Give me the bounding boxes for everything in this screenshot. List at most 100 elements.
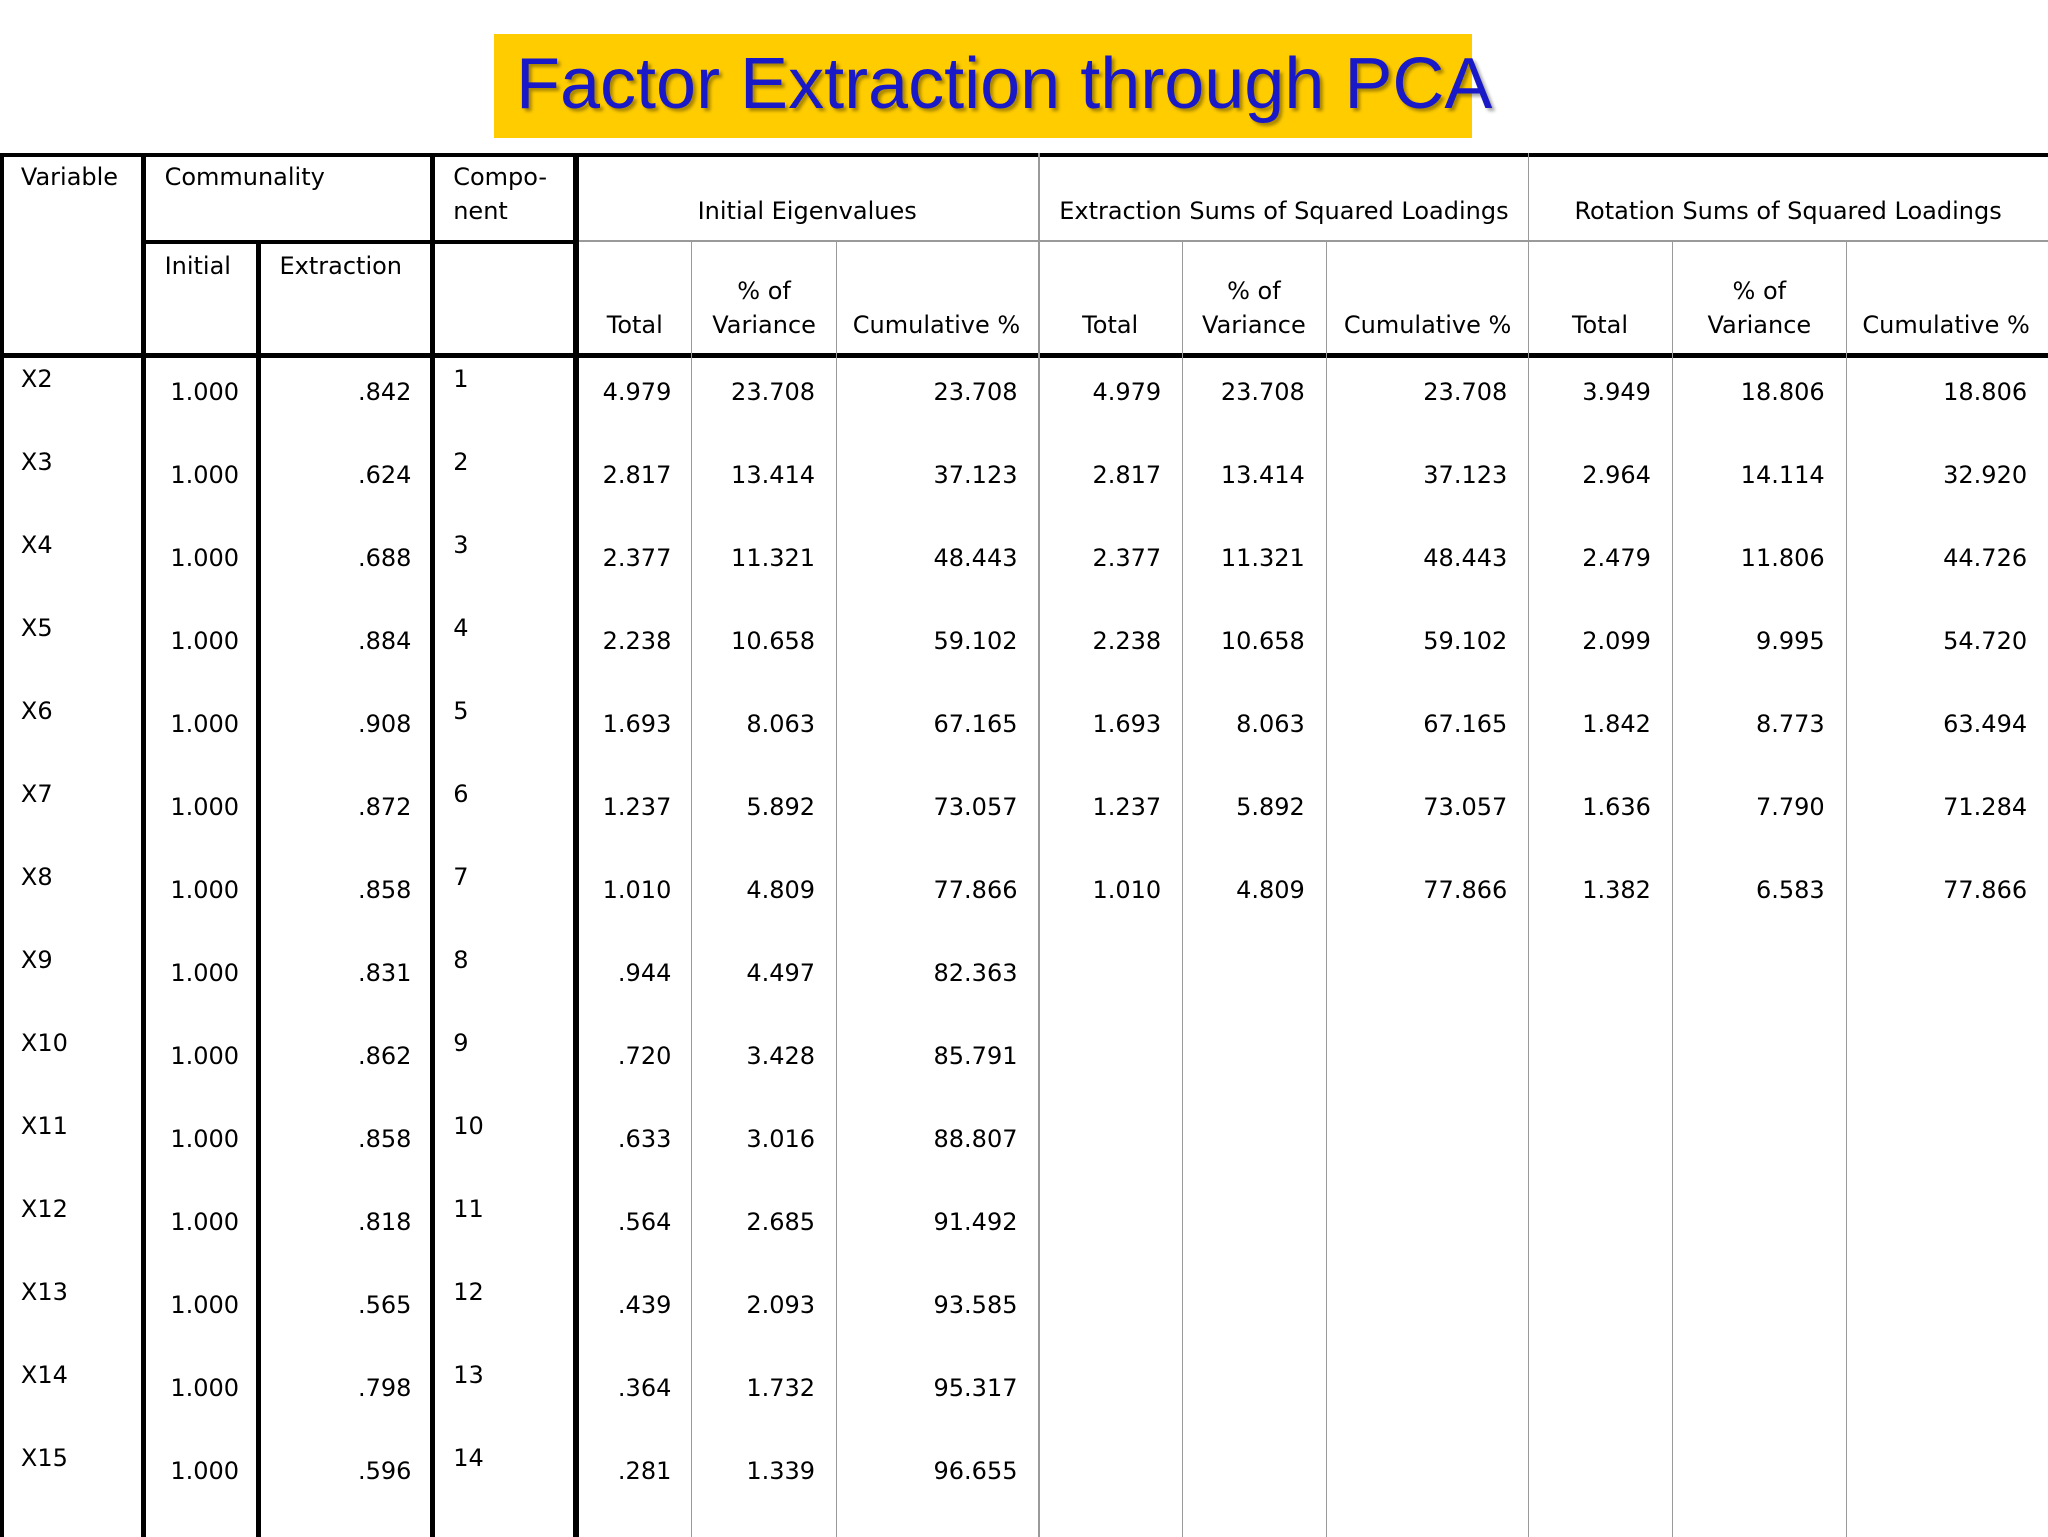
row-initial: 1.000	[170, 876, 240, 905]
row-ie-pct: 11.321	[731, 544, 816, 573]
row-variable: X15	[20, 1443, 68, 1472]
row-variable: X6	[20, 697, 53, 726]
header-pct-variance: Variance	[712, 310, 816, 339]
col-divider	[256, 240, 262, 1537]
row-component: 5	[453, 697, 469, 726]
row-rs-cum: 77.866	[1943, 876, 2028, 905]
row-extraction: .884	[358, 627, 412, 656]
header-total: Total	[606, 310, 663, 339]
row-es-total: 2.238	[1092, 627, 1162, 656]
row-es-cum: 48.443	[1423, 544, 1508, 573]
row-rs-total: 1.382	[1582, 876, 1651, 905]
row-es-total: 4.979	[1092, 378, 1162, 407]
row-ie-pct: 1.339	[746, 1456, 816, 1485]
row-es-pct: 4.809	[1236, 876, 1305, 905]
row-ie-cum: 48.443	[933, 544, 1018, 573]
row-extraction: .908	[358, 710, 412, 739]
header-pct-variance: Variance	[1202, 310, 1306, 339]
row-extraction: .858	[358, 1124, 412, 1153]
row-es-total: 2.377	[1092, 544, 1162, 573]
row-ie-total: 1.010	[602, 876, 672, 905]
row-es-total: 2.817	[1092, 461, 1162, 490]
row-extraction: .818	[358, 1207, 412, 1236]
row-ie-cum: 37.123	[933, 461, 1018, 490]
row-component: 9	[453, 1028, 469, 1057]
row-component: 13	[453, 1360, 484, 1389]
row-rs-cum: 44.726	[1943, 544, 2028, 573]
row-es-total: 1.010	[1092, 876, 1162, 905]
row-ie-total: 2.238	[602, 627, 672, 656]
row-es-cum: 59.102	[1423, 627, 1508, 656]
row-ie-pct: 4.497	[746, 959, 816, 988]
row-ie-cum: 88.807	[933, 1124, 1018, 1153]
row-es-pct: 5.892	[1236, 793, 1305, 822]
row-ie-pct: 13.414	[731, 461, 816, 490]
row-extraction: .842	[358, 378, 412, 407]
row-variable: X2	[20, 365, 53, 394]
row-component: 7	[453, 863, 469, 892]
row-rs-cum: 71.284	[1943, 793, 2028, 822]
header-cumulative: Cumulative %	[1343, 310, 1512, 339]
thin-col-divider	[1182, 240, 1184, 1537]
row-es-cum: 37.123	[1423, 461, 1508, 490]
row-initial: 1.000	[170, 378, 240, 407]
row-ie-total: .633	[617, 1124, 672, 1153]
header-variable: Variable	[20, 162, 119, 191]
row-ie-pct: 2.685	[746, 1207, 816, 1236]
row-extraction: .565	[358, 1290, 412, 1319]
communality-divider	[143, 240, 576, 245]
row-variable: X12	[20, 1194, 68, 1223]
row-rs-cum: 54.720	[1943, 627, 2028, 656]
row-initial: 1.000	[170, 793, 240, 822]
row-variable: X5	[20, 614, 53, 643]
row-ie-pct: 10.658	[731, 627, 816, 656]
row-rs-total: 3.949	[1582, 378, 1651, 407]
row-rs-pct: 14.114	[1740, 461, 1825, 490]
row-component: 12	[453, 1277, 484, 1306]
row-extraction: .596	[358, 1456, 412, 1485]
row-ie-total: 2.377	[602, 544, 672, 573]
row-initial: 1.000	[170, 1124, 240, 1153]
header-total: Total	[1082, 310, 1139, 339]
col-divider	[141, 152, 147, 1537]
row-variable: X9	[20, 945, 53, 974]
row-ie-pct: 1.732	[746, 1373, 816, 1402]
thin-col-divider	[1671, 240, 1674, 1537]
row-ie-cum: 93.585	[933, 1290, 1018, 1319]
row-component: 4	[453, 614, 469, 643]
table-left-border	[0, 152, 4, 1537]
thin-col-divider	[1325, 240, 1327, 1537]
page-title: Factor Extraction through PCA	[516, 44, 1493, 124]
row-component: 1	[453, 365, 469, 394]
header-pct-variance: % of	[1732, 276, 1787, 305]
row-rs-pct: 18.806	[1740, 378, 1825, 407]
header-cumulative: Cumulative %	[1862, 310, 2030, 339]
row-extraction: .858	[358, 876, 412, 905]
header-component: nent	[453, 196, 508, 225]
row-initial: 1.000	[170, 710, 240, 739]
row-rs-total: 2.099	[1582, 627, 1651, 656]
col-divider	[429, 152, 435, 1537]
row-ie-total: 4.979	[602, 378, 672, 407]
header-total: Total	[1571, 310, 1629, 339]
row-initial: 1.000	[170, 1207, 240, 1236]
row-component: 14	[453, 1443, 484, 1472]
row-extraction: .862	[358, 1041, 412, 1070]
header-communality: Communality	[164, 162, 325, 191]
row-extraction: .624	[358, 461, 412, 490]
row-ie-total: .364	[617, 1373, 672, 1402]
row-variable: X8	[20, 863, 53, 892]
row-initial: 1.000	[170, 1290, 240, 1319]
row-es-cum: 67.165	[1423, 710, 1508, 739]
row-variable: X4	[20, 531, 53, 560]
row-extraction: .831	[358, 959, 412, 988]
row-rs-pct: 6.583	[1755, 876, 1825, 905]
row-variable: X10	[20, 1028, 68, 1057]
table-top-border	[0, 152, 2048, 157]
thin-col-divider	[1038, 152, 1040, 1537]
row-component: 10	[453, 1111, 484, 1140]
row-ie-total: .564	[617, 1207, 672, 1236]
row-rs-total: 1.636	[1582, 793, 1651, 822]
row-variable: X11	[20, 1111, 68, 1140]
